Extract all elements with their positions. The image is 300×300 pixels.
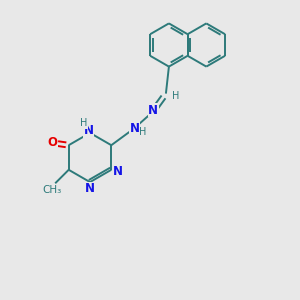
Text: N: N [129, 122, 140, 135]
Text: O: O [47, 136, 57, 149]
Text: H: H [80, 118, 87, 128]
Text: H: H [172, 91, 179, 101]
Text: N: N [85, 182, 95, 195]
Text: CH₃: CH₃ [42, 185, 61, 195]
Text: N: N [113, 165, 123, 178]
Text: N: N [148, 104, 158, 117]
Text: H: H [139, 127, 146, 137]
Text: N: N [83, 124, 94, 137]
